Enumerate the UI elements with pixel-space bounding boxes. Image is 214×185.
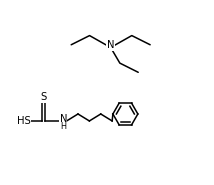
Text: N: N (59, 114, 67, 124)
Text: N: N (107, 40, 114, 50)
Text: HS: HS (17, 116, 31, 126)
Text: S: S (40, 92, 47, 102)
Text: H: H (60, 122, 66, 131)
